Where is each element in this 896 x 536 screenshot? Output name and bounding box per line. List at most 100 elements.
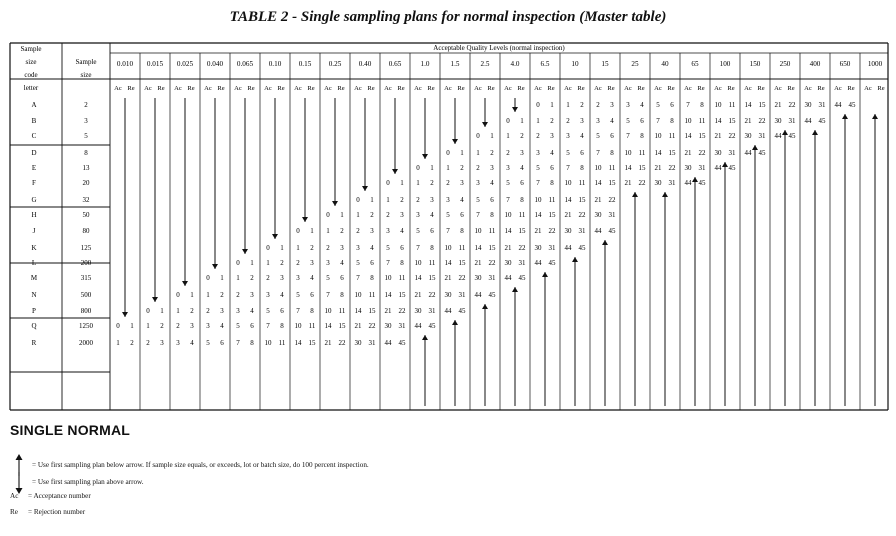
- re-value: 31: [459, 291, 467, 299]
- re-value: 22: [579, 211, 587, 219]
- ac-value: 0: [116, 322, 120, 330]
- re-value: 31: [399, 322, 407, 330]
- ac-value: 10: [355, 291, 363, 299]
- ac-value: 3: [386, 227, 390, 235]
- re-label: Re: [157, 85, 164, 92]
- re-value: 45: [849, 101, 857, 109]
- code-letter: R: [32, 339, 37, 347]
- ac-label: Ac: [264, 85, 272, 92]
- ac-value: 1: [236, 274, 240, 282]
- ac-value: 7: [626, 132, 630, 140]
- ac-value: 2: [446, 179, 450, 187]
- re-label: Re: [877, 85, 884, 92]
- ac-value: 7: [356, 274, 360, 282]
- header-code-letter: Sample: [21, 45, 42, 53]
- sample-size: 500: [81, 291, 92, 299]
- re-value: 45: [699, 179, 707, 187]
- re-value: 31: [549, 244, 557, 252]
- down-arrow-icon-head: [512, 107, 518, 112]
- re-value: 11: [459, 244, 466, 252]
- code-letter: P: [32, 307, 36, 315]
- re-value: 45: [399, 339, 407, 347]
- ac-value: 1: [146, 322, 150, 330]
- ac-value: 7: [566, 164, 570, 172]
- re-value: 31: [609, 211, 617, 219]
- re-value: 3: [490, 164, 494, 172]
- code-letter: G: [31, 196, 36, 204]
- re-value: 3: [220, 307, 224, 315]
- ac-value: 0: [266, 244, 270, 252]
- re-value: 1: [130, 322, 134, 330]
- ac-value: 3: [506, 164, 510, 172]
- ac-value: 21: [475, 259, 483, 267]
- ac-value: 2: [386, 211, 390, 219]
- re-value: 45: [579, 244, 587, 252]
- re-value: 6: [340, 274, 344, 282]
- ac-value: 21: [715, 132, 723, 140]
- ac-value: 0: [296, 227, 300, 235]
- ac-value: 5: [386, 244, 390, 252]
- re-value: 22: [759, 117, 767, 125]
- re-value: 6: [250, 322, 254, 330]
- ac-value: 30: [805, 101, 813, 109]
- re-value: 8: [550, 179, 554, 187]
- re-value: 15: [309, 339, 317, 347]
- down-arrow-icon-head: [332, 201, 338, 206]
- ac-value: 3: [356, 244, 360, 252]
- ac-label: Ac: [474, 85, 482, 92]
- ac-value: 21: [385, 307, 393, 315]
- ac-value: 3: [476, 179, 480, 187]
- re-value: 1: [520, 117, 524, 125]
- ac-value: 3: [416, 211, 420, 219]
- re-value: 8: [310, 307, 314, 315]
- ac-value: 44: [535, 259, 543, 267]
- re-value: 11: [609, 164, 616, 172]
- up-arrow-icon-head: [482, 304, 488, 309]
- ac-value: 30: [445, 291, 453, 299]
- re-value: 22: [369, 322, 377, 330]
- up-arrow-icon-head: [572, 257, 578, 262]
- re-value: 2: [550, 117, 554, 125]
- ac-value: 3: [236, 307, 240, 315]
- re-value: 6: [670, 101, 674, 109]
- re-value: 15: [489, 244, 497, 252]
- ac-value: 5: [536, 164, 540, 172]
- aql-level-label: 6.5: [541, 60, 550, 68]
- ac-value: 3: [626, 101, 630, 109]
- ac-value: 1: [266, 259, 270, 267]
- sample-size: 32: [83, 196, 91, 204]
- ac-value: 30: [535, 244, 543, 252]
- ac-value: 14: [535, 211, 543, 219]
- up-arrow-icon-head: [812, 130, 818, 135]
- up-arrow-icon-head: [602, 240, 608, 245]
- ac-label: Ac: [504, 85, 512, 92]
- aql-level-label: 0.025: [177, 60, 194, 68]
- re-value: 3: [280, 274, 284, 282]
- ac-value: 3: [596, 117, 600, 125]
- ac-value: 30: [775, 117, 783, 125]
- legend-text-ac: = Acceptance number: [28, 492, 91, 500]
- ac-value: 2: [176, 322, 180, 330]
- ac-value: 30: [745, 132, 753, 140]
- code-letter: L: [32, 259, 36, 267]
- ac-value: 0: [386, 179, 390, 187]
- header-code-letter: size: [26, 58, 37, 66]
- ac-value: 10: [265, 339, 273, 347]
- ac-value: 30: [505, 259, 513, 267]
- ac-value: 2: [236, 291, 240, 299]
- ac-value: 2: [326, 244, 330, 252]
- ac-label: Ac: [744, 85, 752, 92]
- down-arrow-icon-head: [122, 312, 128, 317]
- ac-label: Ac: [834, 85, 842, 92]
- down-arrow-icon-head: [422, 154, 428, 159]
- up-arrow-icon-head: [842, 114, 848, 119]
- ac-value: 2: [536, 132, 540, 140]
- re-value: 8: [250, 339, 254, 347]
- down-arrow-icon-head: [302, 217, 308, 222]
- ac-value: 10: [625, 149, 633, 157]
- ac-value: 5: [596, 132, 600, 140]
- re-value: 3: [400, 211, 404, 219]
- ac-value: 1: [356, 211, 360, 219]
- aql-level-label: 15: [601, 60, 609, 68]
- re-value: 15: [609, 179, 617, 187]
